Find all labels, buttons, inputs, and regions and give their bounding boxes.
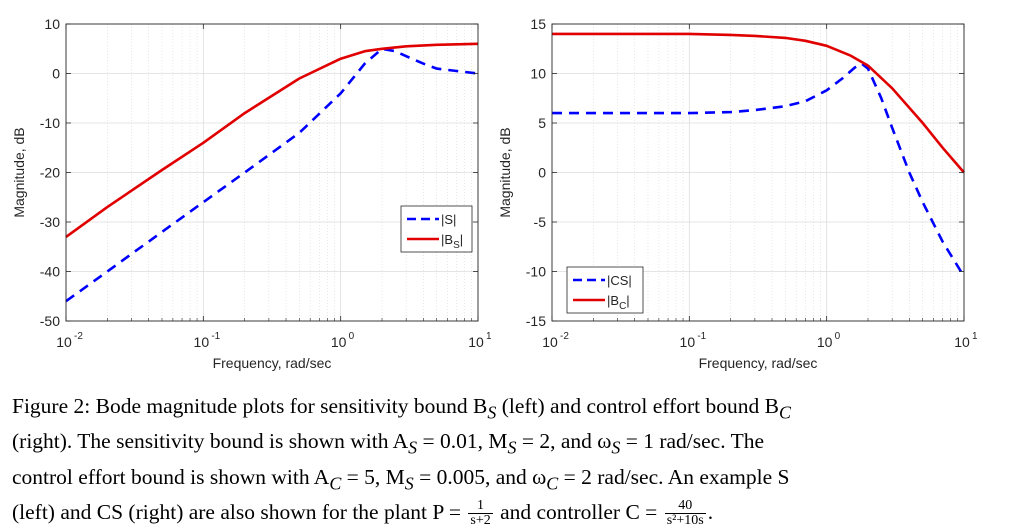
- series-line-s: [65, 47, 479, 303]
- caption-subscript: S: [507, 437, 517, 458]
- caption-text: (left) and control effort bound B: [496, 394, 779, 418]
- caption-text: = 0.005, and ω: [413, 464, 547, 489]
- caption-line-4: (left) and CS (right) are also shown for…: [12, 498, 1018, 528]
- caption-text: = 2 rad/sec. An example S: [558, 464, 790, 489]
- x-axis-label: Frequency, rad/sec: [213, 355, 332, 371]
- x-tick-exponent: 0: [349, 331, 355, 342]
- caption-text: Figure 2: Bode magnitude plots for sensi…: [12, 394, 488, 418]
- caption-text: = 0.01, M: [417, 429, 508, 454]
- caption-line-2: (right). The sensitivity bound is shown …: [12, 427, 1018, 462]
- caption-subscript: C: [778, 402, 791, 423]
- x-tick-label: 10: [468, 334, 484, 350]
- x-tick-label: 10: [954, 334, 970, 350]
- controller-fraction: 40 s²+10s: [664, 499, 706, 528]
- y-tick-label: -20: [40, 165, 60, 181]
- series-line-bc: [552, 32, 965, 174]
- caption-text: (right). The sensitivity bound is shown …: [12, 429, 409, 454]
- caption-text: = 1 rad/sec. The: [620, 429, 765, 454]
- series-line-cs: [552, 62, 966, 278]
- y-tick-label: -40: [40, 264, 60, 280]
- caption-subscript: S: [404, 472, 414, 493]
- x-axis-label: Frequency, rad/sec: [699, 355, 818, 371]
- legend-label: |CS|: [607, 273, 632, 288]
- y-tick-label: -5: [534, 214, 547, 230]
- plant-fraction: 1 s+2: [468, 499, 493, 528]
- caption-text: and controller C =: [494, 499, 663, 524]
- x-tick-label: 10: [331, 334, 347, 350]
- bode-figure: 10 -2 10 -1 10 0 10 1-50-40-30-20-10010Frequenc…: [11, 16, 978, 371]
- caption-line-1: Figure 2: Bode magnitude plots for sensi…: [12, 392, 1018, 427]
- legend-label: |S|: [441, 212, 456, 227]
- fraction-denominator: s+2: [470, 513, 491, 528]
- y-axis-label: Magnitude, dB: [497, 127, 513, 217]
- x-tick-exponent: 1: [972, 331, 978, 342]
- caption-text: .: [707, 499, 714, 524]
- legend-tail: |: [460, 232, 463, 247]
- series-line-bs: [65, 42, 479, 238]
- fraction-denominator: s²+10s: [666, 513, 704, 528]
- y-tick-label: 0: [52, 66, 60, 82]
- y-tick-label: 15: [530, 16, 546, 32]
- caption-text: = 2, and ω: [516, 429, 612, 454]
- caption-text: control effort bound is shown with A: [12, 464, 330, 489]
- y-axis-label: Magnitude, dB: [11, 127, 27, 217]
- caption-text: (left) and CS (right) are also shown for…: [12, 499, 467, 524]
- legend-tail: |: [626, 293, 629, 308]
- x-tick-label: 10: [194, 334, 210, 350]
- y-tick-label: -50: [40, 313, 60, 329]
- caption-subscript: S: [487, 402, 497, 423]
- y-tick-label: 0: [538, 165, 546, 181]
- caption-subscript: S: [408, 437, 418, 458]
- caption-line-3: control effort bound is shown with AC = …: [12, 463, 1018, 498]
- x-tick-label: 10: [817, 334, 833, 350]
- x-tick-exponent: -2: [74, 331, 83, 342]
- y-tick-label: -10: [526, 264, 546, 280]
- fraction-numerator: 1: [468, 499, 493, 515]
- y-tick-label: 5: [538, 115, 546, 131]
- legend-box: [566, 266, 644, 314]
- x-tick-exponent: 1: [486, 331, 492, 342]
- legend-box: [400, 205, 473, 253]
- x-tick-label: 10: [56, 334, 72, 350]
- caption-subscript: C: [329, 472, 342, 493]
- legend-subscript: S: [453, 240, 460, 251]
- x-tick-label: 10: [680, 334, 696, 350]
- y-tick-label: -10: [40, 115, 60, 131]
- caption-subscript: C: [546, 472, 559, 493]
- x-tick-exponent: -1: [697, 331, 706, 342]
- legend-subscript: C: [619, 301, 626, 312]
- y-tick-label: -30: [40, 214, 60, 230]
- figure-caption: Figure 2: Bode magnitude plots for sensi…: [12, 392, 1018, 528]
- fraction-numerator: 40: [664, 499, 706, 515]
- caption-subscript: S: [611, 437, 621, 458]
- y-tick-label: 10: [44, 16, 60, 32]
- x-tick-exponent: -1: [211, 331, 220, 342]
- y-tick-label: 10: [530, 66, 546, 82]
- chart-left-sensitivity: 10 -2 10 -1 10 0 10 1-50-40-30-20-10010Frequenc…: [11, 16, 492, 371]
- y-tick-label: -15: [526, 313, 546, 329]
- x-tick-exponent: -2: [560, 331, 569, 342]
- x-tick-exponent: 0: [835, 331, 841, 342]
- x-tick-label: 10: [542, 334, 558, 350]
- caption-text: = 5, M: [341, 464, 405, 489]
